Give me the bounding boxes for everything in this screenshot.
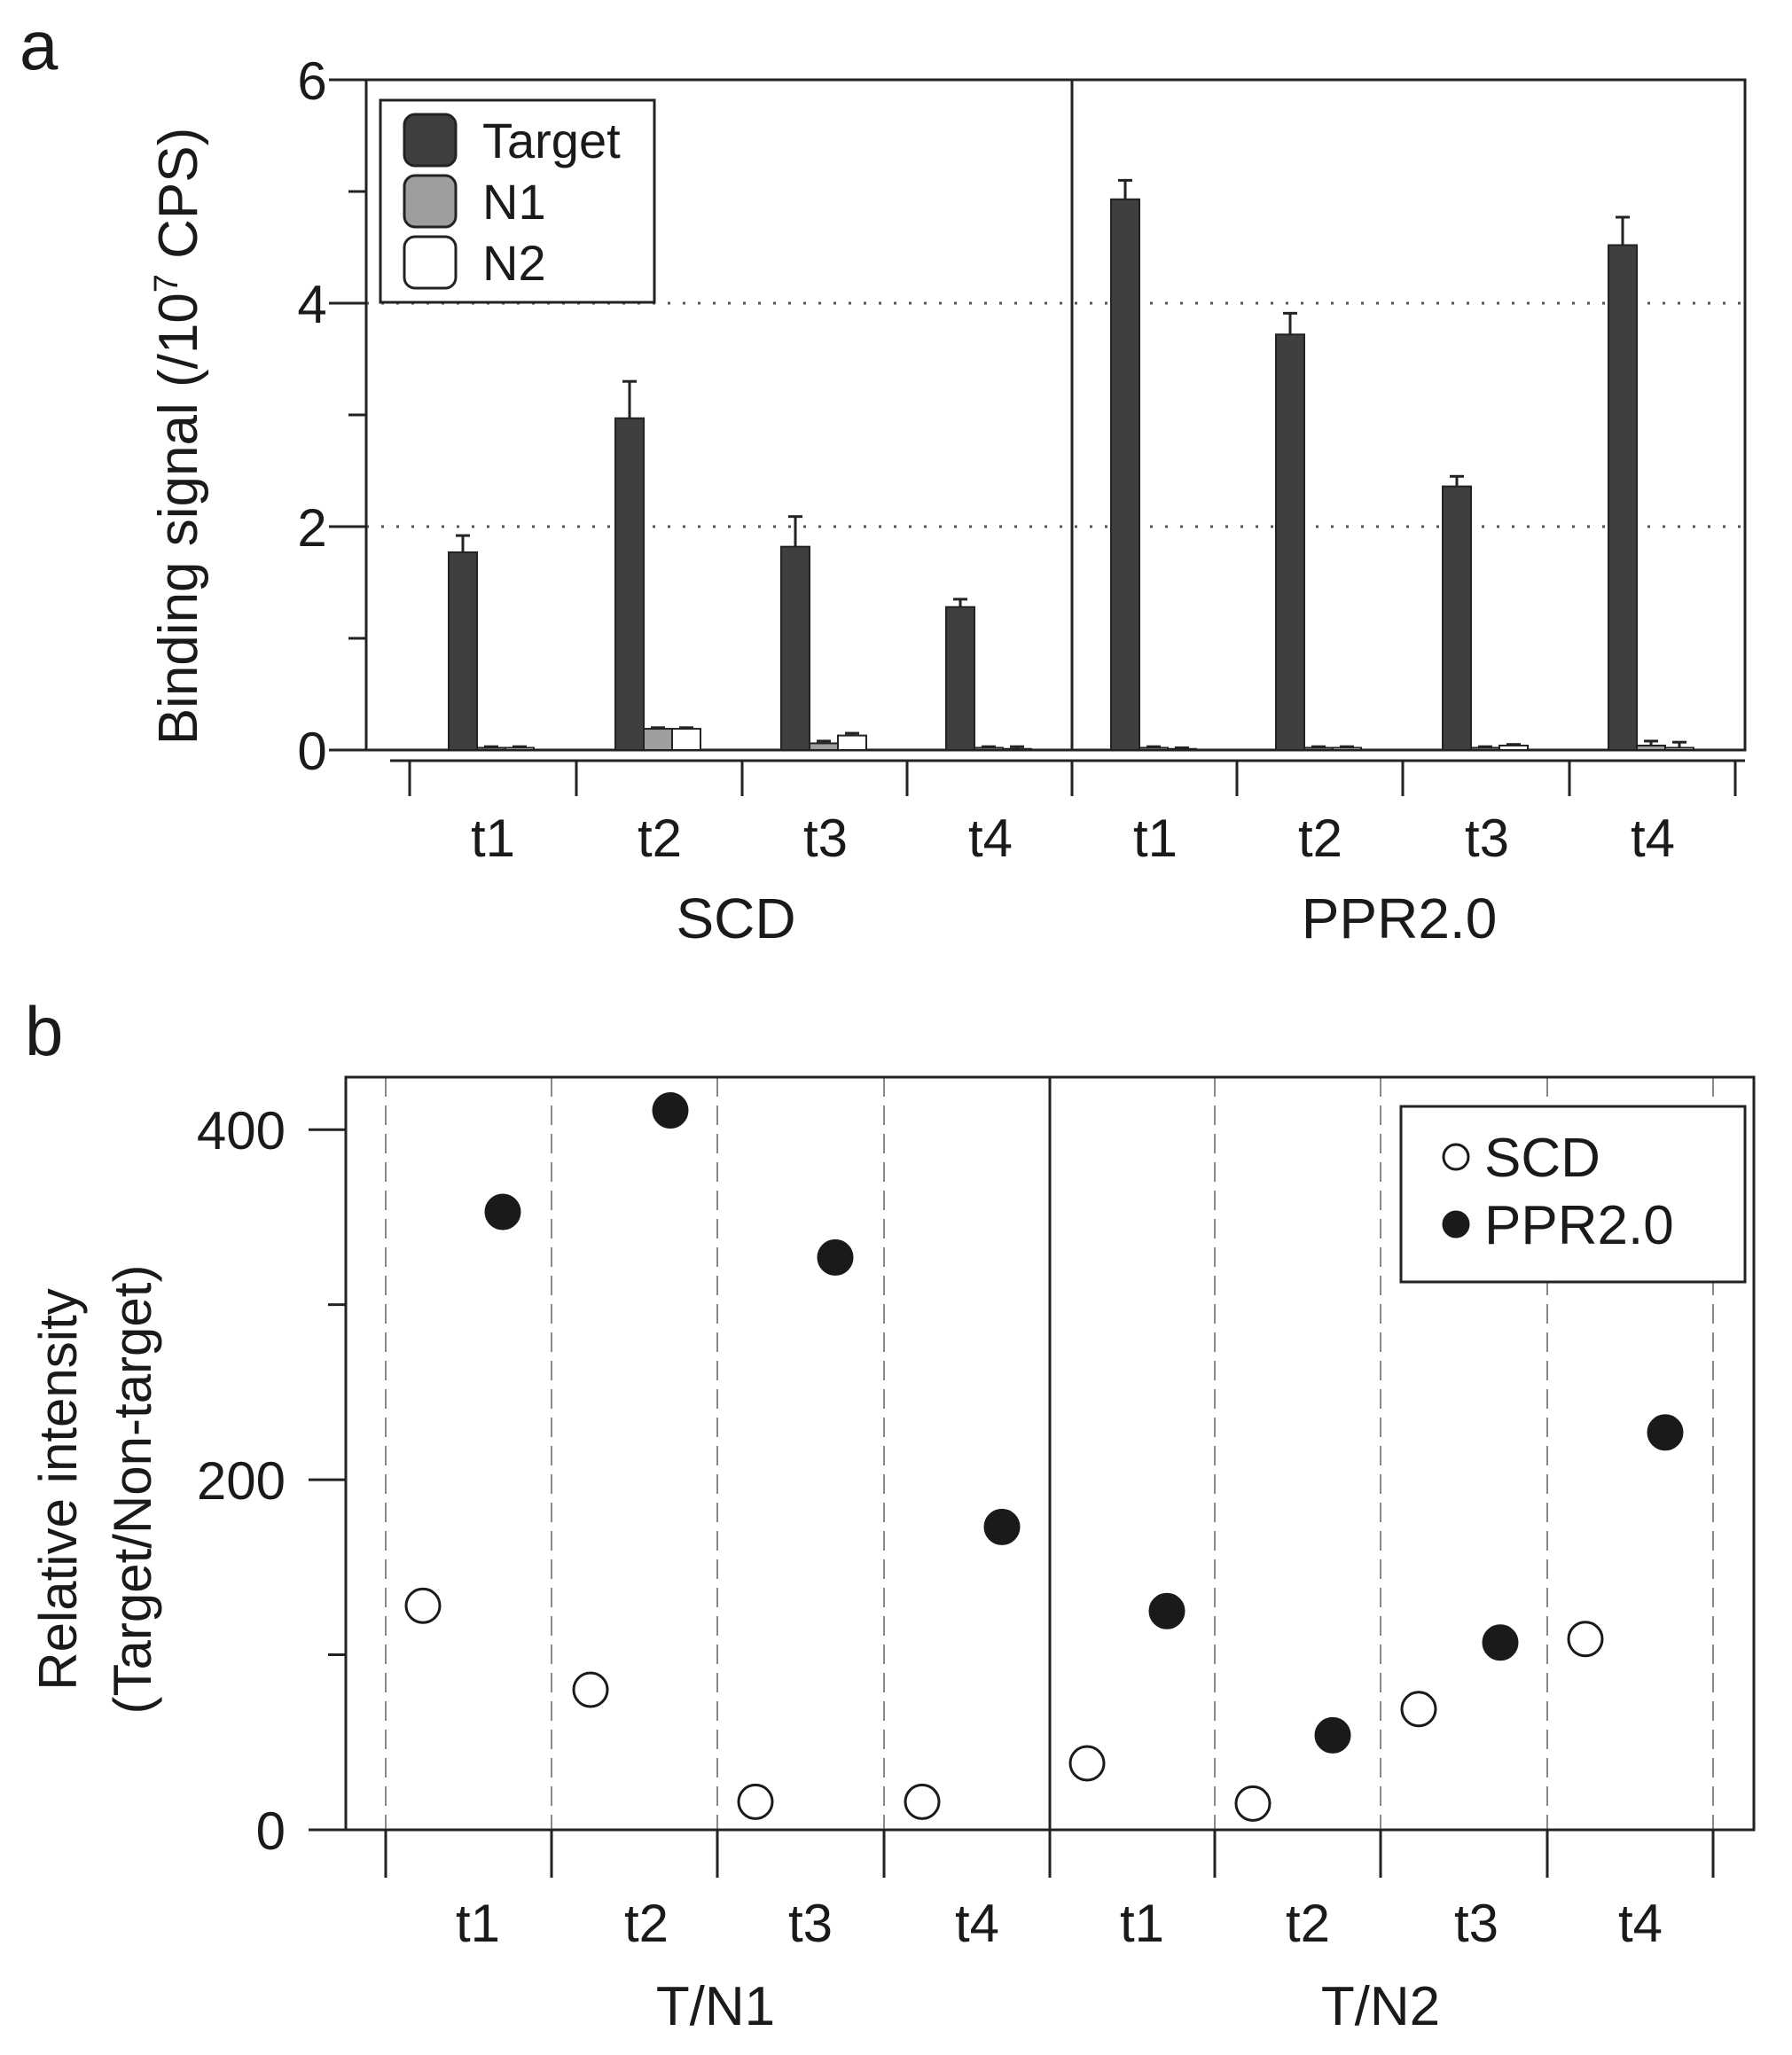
x-tick-label: t1	[1133, 809, 1178, 868]
y-tick-label: 400	[197, 1101, 286, 1160]
x-tick-label: t2	[638, 809, 682, 868]
point-ppr20-6	[1314, 1716, 1351, 1754]
group-label-tn1: T/N1	[656, 1976, 775, 2037]
point-ppr20-7	[1482, 1624, 1519, 1661]
point-scd-2	[572, 1671, 609, 1708]
legend-label-n2: N2	[482, 235, 546, 291]
x-tick-label: t3	[1454, 1894, 1499, 1953]
point-ppr20-4	[983, 1508, 1021, 1545]
x-tick-label: t4	[955, 1894, 999, 1953]
legend-swatch-n2	[403, 235, 458, 290]
bar-target-3	[780, 545, 810, 751]
x-tick-label: t4	[1618, 1894, 1663, 1953]
bar-target-1	[448, 551, 478, 751]
y-axis-label-exponent: 7	[148, 274, 185, 293]
legend-label-scd: SCD	[1484, 1128, 1600, 1189]
bar-n1-8	[1636, 744, 1666, 752]
bar-target-6	[1275, 333, 1305, 751]
y-tick-label: 2	[297, 498, 326, 558]
bar-n1-1	[476, 746, 506, 751]
group-label-ppr: PPR2.0	[1302, 887, 1498, 950]
y-axis-label-line2: (Target/Non-target)	[103, 1265, 162, 1715]
bar-target-2	[614, 417, 645, 751]
bar-n1-4	[974, 746, 1004, 751]
bar-target-7	[1442, 485, 1472, 751]
point-scd-4	[904, 1783, 941, 1820]
y-tick-label: 0	[297, 722, 326, 781]
bar-n2-2	[671, 728, 701, 751]
point-scd-6	[1234, 1785, 1272, 1822]
point-ppr20-1	[484, 1193, 521, 1231]
group-label-tn2: T/N2	[1321, 1976, 1440, 2037]
x-tick-label: t4	[968, 809, 1013, 868]
x-tick-label: t3	[803, 809, 848, 868]
point-scd-5	[1068, 1745, 1106, 1782]
y-tick-label: 0	[256, 1801, 286, 1861]
x-tick-label: t1	[456, 1894, 500, 1953]
bar-target-5	[1110, 198, 1140, 751]
point-ppr20-8	[1647, 1414, 1684, 1451]
bar-n2-7	[1499, 744, 1529, 752]
x-tick-label: t3	[1465, 809, 1509, 868]
legend-swatch-n1	[403, 174, 458, 229]
bar-n2-4	[1002, 747, 1032, 751]
x-tick-label: t4	[1631, 809, 1675, 868]
y-tick-label: 6	[297, 51, 326, 111]
legend-label-n1: N1	[482, 174, 546, 230]
point-scd-7	[1400, 1691, 1437, 1728]
x-tick-label: t2	[1286, 1894, 1330, 1953]
group-label-scd: SCD	[676, 887, 795, 950]
y-tick-label: 200	[197, 1451, 286, 1511]
x-tick-label: t2	[624, 1894, 669, 1953]
y-axis-label-tail: CPS)	[148, 128, 209, 274]
chart-a-binding-signal: 0 2 4 6 Binding signal (/107 CPS) t1 t2 t3 t4 t1 t…	[148, 51, 1747, 950]
x-tick-label: t1	[1120, 1894, 1164, 1953]
y-axis-label: Binding signal (/107 CPS)	[148, 128, 209, 746]
bar-n2-6	[1332, 746, 1362, 751]
legend-box	[1399, 1105, 1747, 1284]
y-tick-label: 4	[297, 275, 326, 334]
panel-b-label: b	[25, 992, 63, 1070]
point-scd-3	[737, 1783, 774, 1820]
legend-label-target: Target	[482, 113, 621, 168]
bar-n2-3	[837, 734, 867, 751]
bar-target-8	[1608, 244, 1638, 752]
bar-n1-7	[1470, 746, 1500, 751]
legend-swatch-target	[403, 113, 458, 168]
x-tick-label: t1	[471, 809, 515, 868]
bar-n1-5	[1139, 746, 1169, 751]
y-axis-label-line1: Relative intensity	[28, 1288, 88, 1691]
bar-n1-2	[643, 728, 673, 751]
bar-n2-1	[505, 746, 535, 751]
chart-b-relative-intensity: 0 200 400 Relative intensity (Target/Non-tar…	[28, 1075, 1756, 2037]
panel-a-label: a	[20, 6, 59, 84]
legend-marker-ppr20	[1442, 1210, 1470, 1238]
x-tick-label: t3	[788, 1894, 833, 1953]
point-ppr20-2	[652, 1092, 689, 1129]
point-scd-1	[404, 1587, 442, 1624]
y-axis-label-main: Binding signal (/10	[148, 293, 209, 745]
bar-n1-3	[809, 742, 839, 752]
legend-marker-scd	[1442, 1143, 1470, 1171]
x-tick-label: t2	[1298, 809, 1342, 868]
bar-target-4	[945, 606, 975, 751]
bar-n2-8	[1664, 746, 1694, 751]
bar-n1-6	[1303, 746, 1334, 751]
legend-label-ppr20: PPR2.0	[1484, 1195, 1674, 1256]
point-ppr20-3	[817, 1238, 854, 1276]
point-ppr20-5	[1148, 1592, 1186, 1629]
point-scd-8	[1567, 1621, 1604, 1658]
